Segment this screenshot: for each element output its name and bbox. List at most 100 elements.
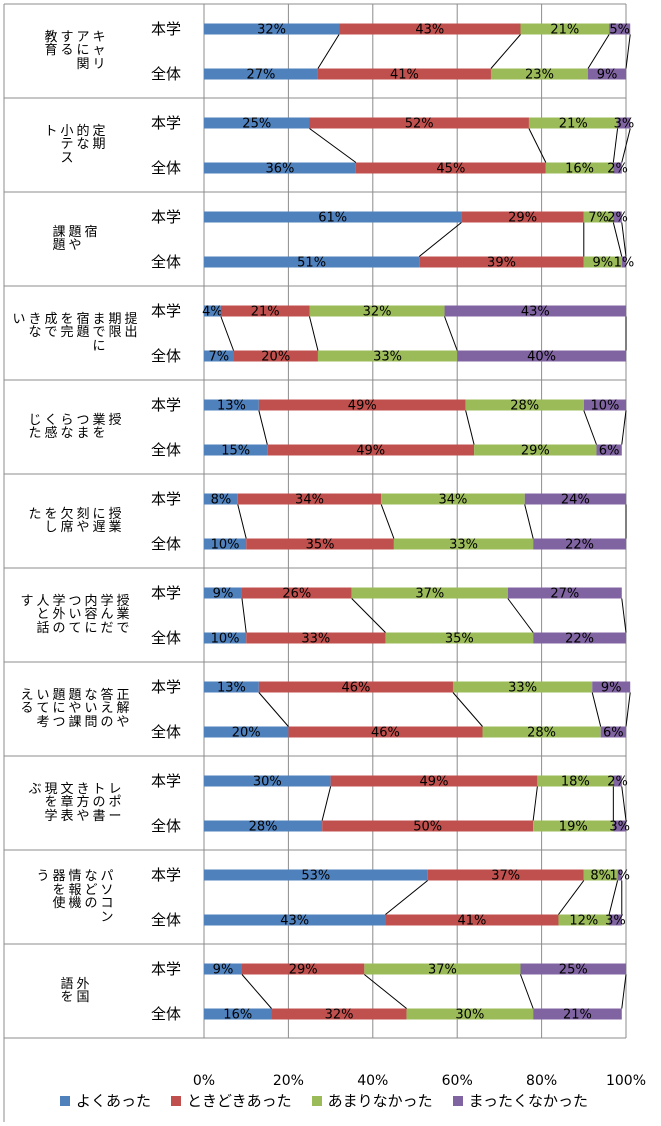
series-line [626,35,630,69]
legend-item: よくあった [60,1090,151,1111]
legend-item: あまりなかった [312,1090,433,1111]
group-label-column: た [28,508,42,522]
group-label-column: す [20,595,34,609]
group-label: 宿題や課題 [20,226,130,253]
data-label: 19% [559,820,588,835]
data-label: 46% [341,681,370,696]
legend-label: まったくなかった [469,1090,588,1111]
data-label: 28% [527,726,556,741]
series-line [525,505,533,539]
data-label: 35% [306,538,335,553]
group-label-column: きな [28,313,42,340]
data-label: 37% [415,587,444,602]
tick-label: 80% [526,1073,557,1089]
group-label-column: 期限 [108,313,122,340]
group-label-column: き方や [76,783,90,824]
row-label: 本学 [151,208,181,226]
row-label: 全体 [151,911,181,929]
group-label-column: じた [28,414,42,441]
group-label-column: 情報機 [68,870,82,911]
data-label: 37% [491,869,520,884]
data-label: 33% [449,538,478,553]
series-line [318,35,339,69]
legend-swatch [453,1096,463,1106]
data-label: 51% [297,256,326,271]
series-line [385,881,427,915]
group-label-column: 外国 [76,978,90,1005]
series-line [238,505,246,539]
data-label: 43% [415,23,444,38]
group-label-column: 業を [92,414,106,441]
group-label-column: トの書 [92,783,106,824]
group-label: キャリアに関する教育 [20,31,130,72]
series-line [508,599,533,633]
data-label: 9% [592,256,613,271]
group-label-column: などの [84,870,98,911]
data-label: 10% [211,632,240,647]
data-label: 3% [609,820,630,835]
data-label: 7% [588,211,609,226]
data-label: 9% [213,963,234,978]
data-label: 27% [247,68,276,83]
data-label: 33% [301,632,330,647]
data-label: 37% [428,963,457,978]
data-label: 22% [565,538,594,553]
data-label: 28% [510,399,539,414]
group-label: 提出期限までに宿題を完成できない [20,313,130,354]
group-label-column: 授業 [108,508,122,535]
row-label: 本学 [151,302,181,320]
row-label: 本学 [151,678,181,696]
group-label-column: 題につ [52,689,66,730]
series-line [322,787,330,821]
series-line [259,693,289,727]
data-label: 34% [439,493,468,508]
group-label: 授業をつまらなく感じた [20,414,130,441]
group-label-column: ト [44,125,58,139]
data-label: 16% [223,1008,252,1023]
row-label: 全体 [151,441,181,459]
group-label-column: ない問 [84,689,98,730]
data-label: 61% [318,211,347,226]
data-label: 21% [559,117,588,132]
legend-item: まったくなかった [453,1090,588,1111]
group-label-column: える [20,689,34,716]
group-label: レポートの書き方や文章表現を学ぶ [20,783,130,824]
group-label-column: をし [44,508,58,535]
data-label: 35% [445,632,474,647]
data-label: 45% [436,162,465,177]
group-label-column: い [12,313,26,327]
group-label-column: 器を使 [52,870,66,911]
data-label: 25% [559,963,588,978]
series-line [626,693,630,727]
data-label: 49% [420,775,449,790]
series-line [242,975,272,1009]
series-line [584,411,597,445]
group-label-column: 題や課 [68,689,82,730]
row-label: 全体 [151,817,181,835]
series-line [419,223,461,257]
tick-label: 0% [193,1073,215,1089]
data-label: 21% [563,1008,592,1023]
tick-label: 20% [273,1073,304,1089]
row-label: 全体 [151,253,181,271]
group-label-column: に遅 [92,508,106,535]
data-label: 9% [213,587,234,602]
data-label: 33% [373,350,402,365]
data-label: 13% [217,399,246,414]
row-label: 全体 [151,723,181,741]
group-label-column: 人と話 [36,595,50,636]
group-label-column: いて考 [36,689,50,730]
group-label-column: 課題 [52,226,66,253]
data-label: 52% [405,117,434,132]
data-label: 5% [609,23,630,38]
group-label-column: 題や [68,226,82,253]
data-label: 13% [217,681,246,696]
series-line [221,317,234,351]
data-label: 15% [221,444,250,459]
series-line [613,129,617,163]
data-label: 24% [561,493,590,508]
series-line [622,223,626,257]
group-label-column: 答えの [100,689,114,730]
